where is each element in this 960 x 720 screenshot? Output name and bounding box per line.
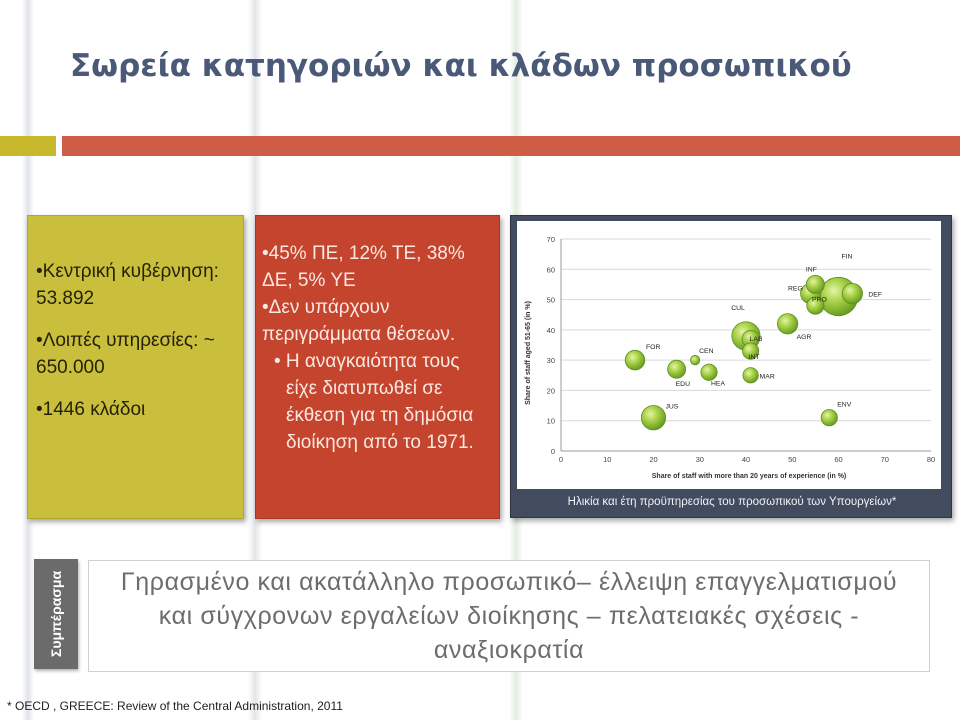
slide-title: Σωρεία κατηγοριών και κλάδων προσωπικού [70,48,852,84]
bubble-label: LAB [750,336,763,343]
bubble-label: INF [806,266,817,273]
x-tick-label: 10 [603,455,611,464]
bubble-for [624,349,646,371]
y-tick-label: 0 [551,447,555,456]
staff-structure-subitem: • Η αναγκαιότητα τους είχε διατυπωθεί σε… [274,351,474,453]
bubble-label: CUL [731,305,745,312]
accent-bar-yellow [0,136,56,156]
y-axis-title: Share of staff aged 51-65 (in %) [525,301,532,405]
bubble-def [841,282,863,305]
bubble-label: INT [749,354,760,361]
bubble-int [742,342,760,360]
staff-count-item: •Λοιπές υπηρεσίες: ~ 650.000 [36,330,215,378]
x-tick-label: 30 [696,455,704,464]
x-tick-label: 60 [834,455,842,464]
bubble-label: DEF [868,292,882,299]
bubble-label: CEN [699,348,713,355]
y-tick-label: 40 [547,326,555,335]
y-tick-label: 20 [547,386,555,395]
staff-count-box: •Κεντρική κυβέρνηση: 53.892 •Λοιπές υπηρ… [27,215,244,519]
x-axis-title: Share of staff with more than 20 years o… [652,473,847,480]
y-tick-label: 60 [547,265,555,274]
bubble-hea [700,363,718,381]
conclusion-text: Γηρασμένο και ακατάλληλο προσωπικό– έλλε… [120,568,898,664]
x-tick-label: 70 [881,455,889,464]
x-tick-label: 50 [788,455,796,464]
chart-caption: Ηλικία και έτη προϋπηρεσίας του προσωπικ… [567,496,897,508]
y-tick-label: 50 [547,296,555,305]
bubble-jus [640,405,667,431]
bubble-cen [690,355,701,366]
conclusion-tab-label: Συμπέρασμα [48,570,64,658]
bubble-label: ENV [837,402,851,409]
y-tick-label: 10 [547,417,555,426]
bubble-mar [742,367,759,384]
bubble-inf [805,275,825,294]
staff-structure-item: •45% ΠΕ, 12% ΤΕ, 38% ΔΕ, 5% ΥΕ [262,243,465,291]
y-tick-label: 30 [547,356,555,365]
bubble-label: EDU [676,381,690,388]
bubble-chart: 0 10 20 30 40 50 60 70 0 10 20 30 40 50 60 70 80 FIN DEF I… [517,221,941,489]
staff-count-item: •Κεντρική κυβέρνηση: 53.892 [36,261,219,309]
bubble-pro [806,296,825,315]
x-tick-label: 80 [927,455,935,464]
bubble-label: AGR [797,334,812,341]
staff-count-item: •1446 κλάδοι [36,399,146,420]
x-tick-label: 40 [742,455,750,464]
accent-bar-red [62,136,960,156]
conclusion-tab: Συμπέρασμα [34,559,78,669]
bubble-label: FOR [646,344,660,351]
bubble-label: REG [788,286,803,293]
staff-structure-item: •Δεν υπάρχουν περιγράμματα θέσεων. [262,297,456,345]
bubble-label: MAR [760,373,775,380]
bubble-label: HEA [711,380,725,387]
conclusion-box: Γηρασμένο και ακατάλληλο προσωπικό– έλλε… [88,560,930,672]
y-tick-label: 70 [547,235,555,244]
bubble-label: JUS [666,404,679,411]
bubble-edu [667,359,687,379]
bubble-label: FIN [842,254,853,261]
footnote: * OECD , GREECE: Review of the Central A… [7,699,343,713]
staff-structure-box: •45% ΠΕ, 12% ΤΕ, 38% ΔΕ, 5% ΥΕ •Δεν υπάρ… [255,215,500,519]
x-tick-label: 0 [559,455,563,464]
chart-background [517,221,941,489]
x-tick-label: 20 [649,455,657,464]
bubble-env [820,409,838,427]
bubble-label: PRO [812,297,827,304]
bubble-agr [777,313,799,335]
chart-panel: 0 10 20 30 40 50 60 70 0 10 20 30 40 50 60 70 80 FIN DEF I… [510,215,952,518]
